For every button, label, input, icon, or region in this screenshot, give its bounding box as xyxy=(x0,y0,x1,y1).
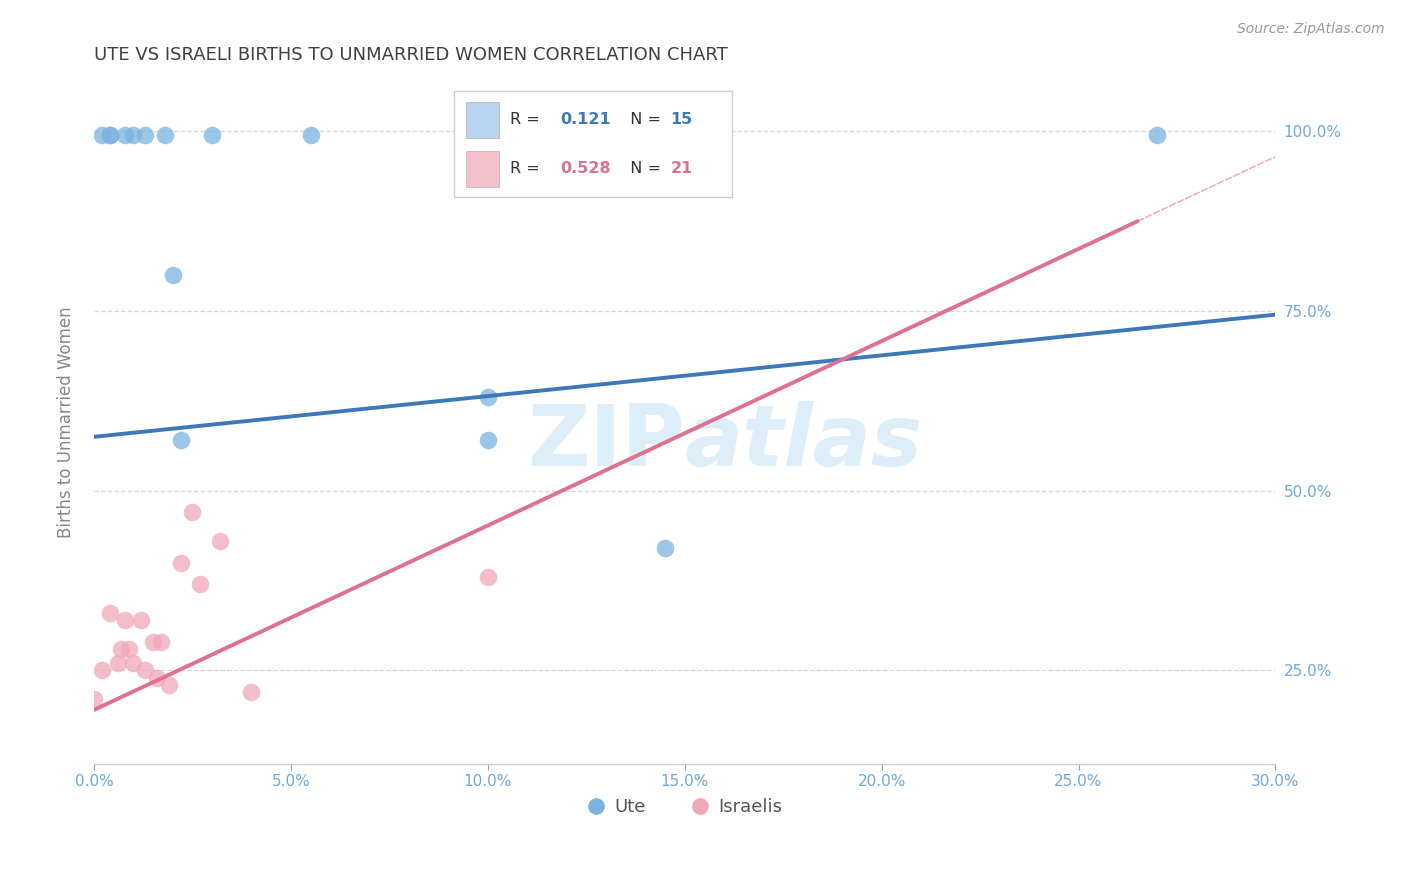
Y-axis label: Births to Unmarried Women: Births to Unmarried Women xyxy=(58,307,75,538)
Point xyxy=(90,664,112,678)
Text: N =: N = xyxy=(620,161,666,176)
Text: Source: ZipAtlas.com: Source: ZipAtlas.com xyxy=(1237,22,1385,37)
Point xyxy=(134,128,156,142)
Point xyxy=(107,657,129,671)
Point xyxy=(83,692,105,706)
Point xyxy=(90,128,112,142)
Point xyxy=(134,664,156,678)
Text: R =: R = xyxy=(510,112,550,128)
Point xyxy=(129,613,152,627)
Point xyxy=(654,541,676,556)
Text: UTE VS ISRAELI BIRTHS TO UNMARRIED WOMEN CORRELATION CHART: UTE VS ISRAELI BIRTHS TO UNMARRIED WOMEN… xyxy=(94,46,728,64)
Text: R =: R = xyxy=(510,161,550,176)
Point xyxy=(162,268,184,282)
Text: 21: 21 xyxy=(671,161,693,176)
Point xyxy=(477,390,499,404)
Bar xyxy=(467,151,499,186)
Point xyxy=(693,807,716,822)
Point xyxy=(477,434,499,448)
Point xyxy=(157,678,180,692)
Text: 0.121: 0.121 xyxy=(561,112,612,128)
Point xyxy=(240,685,263,699)
Point xyxy=(188,577,211,591)
Text: 0.528: 0.528 xyxy=(561,161,612,176)
Point xyxy=(1146,128,1168,142)
Point xyxy=(149,634,172,648)
Point xyxy=(118,641,141,656)
Point xyxy=(299,128,322,142)
FancyBboxPatch shape xyxy=(454,91,733,197)
Point xyxy=(169,556,191,570)
Text: atlas: atlas xyxy=(685,401,922,484)
Point xyxy=(114,128,136,142)
Point xyxy=(208,534,231,549)
Point xyxy=(169,434,191,448)
Legend: Ute, Israelis: Ute, Israelis xyxy=(581,790,789,823)
Point xyxy=(181,505,204,519)
Point xyxy=(146,671,169,685)
Text: N =: N = xyxy=(620,112,666,128)
Point xyxy=(122,657,145,671)
Bar xyxy=(467,102,499,138)
Point xyxy=(153,128,176,142)
Point xyxy=(477,570,499,584)
Point xyxy=(110,641,132,656)
Point xyxy=(114,613,136,627)
Point xyxy=(98,128,121,142)
Point xyxy=(98,128,121,142)
Point xyxy=(142,634,165,648)
Text: ZIP: ZIP xyxy=(527,401,685,484)
Text: 15: 15 xyxy=(671,112,693,128)
Point xyxy=(98,606,121,620)
Point xyxy=(201,128,224,142)
Point xyxy=(122,128,145,142)
